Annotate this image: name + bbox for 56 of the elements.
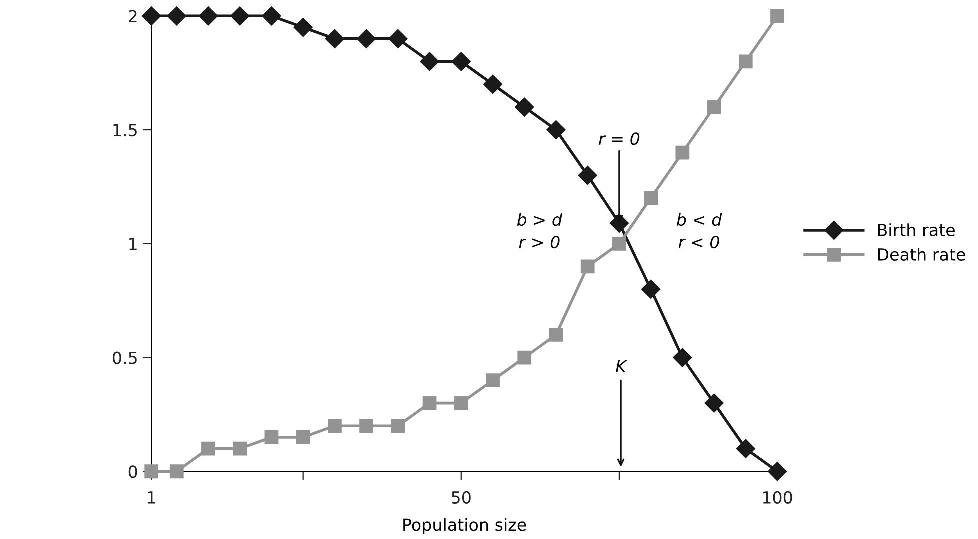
point <box>167 6 186 26</box>
point <box>198 6 218 26</box>
point <box>515 98 534 117</box>
annotation: b > d r > 0 <box>517 213 563 249</box>
x-tick-label: 1 <box>148 492 156 504</box>
x-tick-label: 100 <box>763 491 792 504</box>
point <box>422 396 437 410</box>
point <box>483 74 503 94</box>
point <box>360 419 374 434</box>
y-tick-label: 2 <box>129 10 137 22</box>
point <box>642 280 661 299</box>
point <box>328 419 342 434</box>
point <box>580 260 595 274</box>
point <box>518 350 532 365</box>
point <box>264 430 279 444</box>
point <box>142 6 162 26</box>
point <box>707 100 722 114</box>
point <box>452 52 471 72</box>
point <box>170 464 184 479</box>
point <box>768 462 788 482</box>
point <box>673 348 692 368</box>
point <box>549 328 564 342</box>
point <box>233 442 248 456</box>
point <box>294 18 313 38</box>
point <box>262 6 282 26</box>
annotation: b < d r < 0 <box>677 213 722 249</box>
point <box>144 464 159 479</box>
point <box>644 191 658 206</box>
point <box>454 396 468 410</box>
point <box>546 120 566 140</box>
legend-label: Birth rate <box>878 224 955 236</box>
x-axis-title: Population size <box>404 518 526 534</box>
annotation: r = 0 <box>599 132 640 146</box>
point <box>296 430 310 444</box>
x-tick-label: 50 <box>452 491 471 504</box>
point <box>676 146 690 160</box>
point <box>388 29 408 48</box>
point <box>420 52 440 72</box>
point <box>738 54 753 69</box>
point <box>704 394 724 413</box>
point <box>230 6 250 26</box>
point <box>202 442 216 456</box>
legend-label: Death rate <box>878 248 966 261</box>
point <box>736 439 756 458</box>
y-tick-label: 1 <box>130 238 137 250</box>
point <box>612 236 626 251</box>
y-tick-label: 0.5 <box>112 352 137 364</box>
y-tick-label: 0 <box>128 466 138 478</box>
point <box>770 9 784 24</box>
y-tick-label: 1.5 <box>114 124 137 137</box>
point <box>391 419 406 434</box>
point <box>486 374 500 388</box>
annotation: K <box>616 360 628 373</box>
point <box>325 29 344 48</box>
point <box>357 29 376 48</box>
point <box>578 166 598 186</box>
